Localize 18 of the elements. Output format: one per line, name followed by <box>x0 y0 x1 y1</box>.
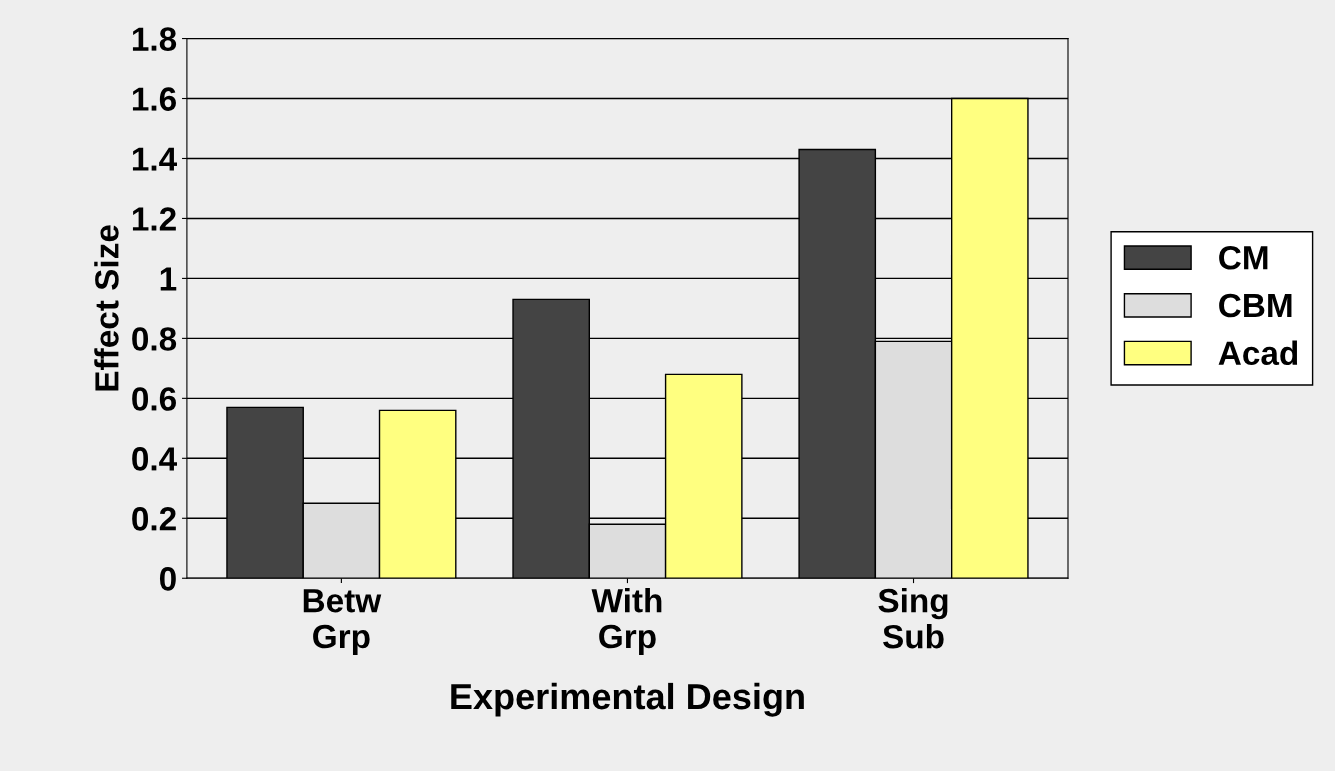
y-tick-label: 1.6 <box>132 87 176 111</box>
y-tick-label: 0.2 <box>132 507 176 531</box>
legend-label: CM <box>1219 246 1268 270</box>
x-axis-title: Experimental Design <box>451 682 804 717</box>
y-axis-title: Effect Size <box>94 225 119 391</box>
y-tick-label: 1.2 <box>132 207 176 231</box>
x-tick-label: With Grp <box>591 587 662 655</box>
y-tick-label: 1.8 <box>132 27 177 51</box>
legend-label: CBM <box>1219 293 1292 318</box>
x-tick-label: Betw Grp <box>303 589 382 655</box>
y-tick-label: 0 <box>159 567 176 591</box>
y-tick-label: 1.4 <box>132 147 177 171</box>
legend-label: Acad <box>1218 340 1298 366</box>
y-tick-label: 0.8 <box>132 327 177 351</box>
y-tick-label: 1 <box>160 267 177 291</box>
y-tick-label: 0.6 <box>132 387 176 411</box>
x-tick-label: Sing Sub <box>878 587 948 649</box>
y-tick-label: 0.4 <box>132 447 177 471</box>
